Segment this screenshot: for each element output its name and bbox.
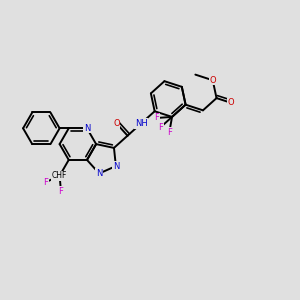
Text: NH: NH (135, 119, 148, 128)
Text: F: F (58, 187, 63, 196)
Text: F: F (43, 178, 48, 187)
Text: F: F (154, 113, 159, 122)
Text: O: O (228, 98, 235, 107)
Text: CHF: CHF (52, 171, 67, 180)
Text: O: O (113, 119, 120, 128)
Text: O: O (209, 76, 216, 85)
Text: N: N (113, 162, 119, 171)
Text: F: F (158, 123, 163, 132)
Text: N: N (84, 124, 90, 133)
Text: N: N (96, 169, 102, 178)
Text: F: F (167, 128, 172, 137)
